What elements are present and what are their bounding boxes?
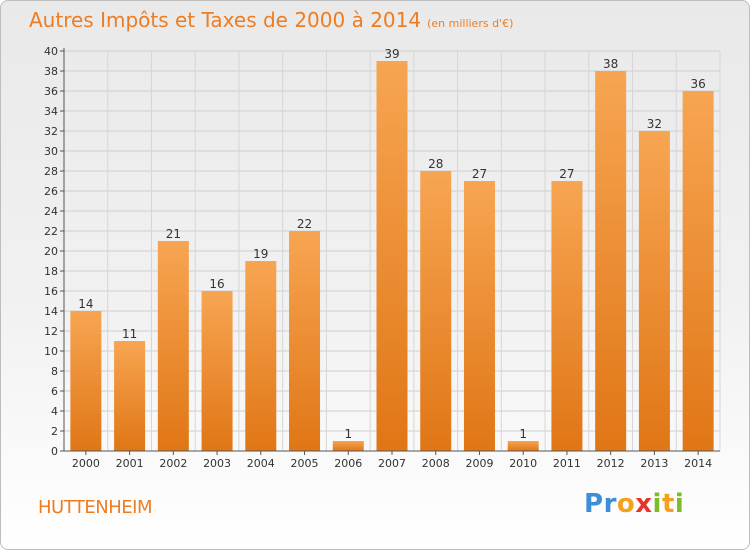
proxiti-logo: Proxiti (584, 489, 684, 519)
bar-value-label: 1 (344, 427, 352, 441)
bar (245, 261, 277, 451)
bar-value-label: 21 (166, 227, 181, 241)
y-tick-label: 8 (51, 365, 58, 378)
y-tick-label: 0 (51, 445, 58, 458)
y-tick-label: 34 (44, 105, 58, 118)
bar-value-label: 19 (253, 247, 268, 261)
bar (507, 441, 539, 451)
x-tick-label: 2014 (684, 457, 712, 470)
x-tick-label: 2013 (640, 457, 668, 470)
logo-letter: i (652, 489, 662, 519)
x-tick-label: 2010 (509, 457, 537, 470)
bar-value-label: 27 (559, 167, 574, 181)
y-tick-label: 6 (51, 385, 58, 398)
bar-value-label: 16 (209, 277, 224, 291)
y-tick-label: 18 (44, 265, 58, 278)
x-tick-label: 2002 (159, 457, 187, 470)
y-tick-label: 26 (44, 185, 58, 198)
x-tick-label: 2012 (597, 457, 625, 470)
x-tick-label: 2007 (378, 457, 406, 470)
x-tick-label: 2004 (247, 457, 275, 470)
logo-letter: i (674, 489, 685, 519)
y-tick-label: 10 (44, 345, 58, 358)
x-tick-label: 2000 (72, 457, 100, 470)
bar-value-label: 11 (122, 327, 137, 341)
bar-value-label: 14 (78, 297, 93, 311)
y-tick-label: 2 (51, 425, 58, 438)
y-tick-label: 36 (44, 85, 58, 98)
y-tick-label: 24 (44, 205, 58, 218)
bar-value-label: 28 (428, 157, 443, 171)
bar-value-label: 1 (519, 427, 527, 441)
x-tick-label: 2005 (291, 457, 319, 470)
x-tick-label: 2011 (553, 457, 581, 470)
bar (551, 181, 583, 451)
y-tick-label: 16 (44, 285, 58, 298)
y-tick-label: 32 (44, 125, 58, 138)
bar-value-label: 27 (472, 167, 487, 181)
bars: 14 11 21 16 19 22 1 39 28 27 1 27 38 32 36 (70, 47, 714, 451)
bar (682, 91, 714, 451)
bar (70, 311, 102, 451)
title-text: Autres Impôts et Taxes de 2000 à 2014 (29, 8, 422, 32)
bar (638, 131, 670, 451)
y-tick-label: 20 (44, 245, 58, 258)
logo-letter: o (616, 489, 636, 519)
bar-value-label: 39 (384, 47, 399, 61)
bar-value-label: 22 (297, 217, 312, 231)
bar (201, 291, 233, 451)
logo-letter: r (603, 489, 617, 519)
y-tick-label: 30 (44, 145, 58, 158)
logo-letter: t (661, 489, 675, 519)
y-tick-label: 22 (44, 225, 58, 238)
y-tick-label: 12 (44, 325, 58, 338)
unit-note: (en milliers d'€) (427, 17, 514, 30)
bar (376, 61, 408, 451)
bar (420, 171, 452, 451)
y-tick-label: 14 (44, 305, 58, 318)
y-tick-label: 28 (44, 165, 58, 178)
y-tick-label: 4 (51, 405, 58, 418)
x-tick-label: 2003 (203, 457, 231, 470)
x-tick-label: 2009 (465, 457, 493, 470)
bar (332, 441, 364, 451)
bar (463, 181, 495, 451)
x-tick-label: 2001 (116, 457, 144, 470)
commune-name: HUTTENHEIM (38, 497, 152, 518)
bar-value-label: 32 (647, 117, 662, 131)
y-tick-label: 38 (44, 65, 58, 78)
bar (114, 341, 146, 451)
bar (157, 241, 189, 451)
bar (289, 231, 321, 451)
logo-letter: x (635, 489, 653, 519)
bar-value-label: 38 (603, 57, 618, 71)
y-tick-label: 40 (44, 45, 58, 58)
chart-title: Autres Impôts et Taxes de 2000 à 2014 (en… (29, 8, 513, 32)
logo-letter: P (584, 489, 604, 519)
bar-value-label: 36 (690, 77, 705, 91)
x-tick-label: 2008 (422, 457, 450, 470)
axes: 0246810121416182022242628303234363840200… (44, 45, 720, 470)
bar (595, 71, 627, 451)
x-tick-label: 2006 (334, 457, 362, 470)
